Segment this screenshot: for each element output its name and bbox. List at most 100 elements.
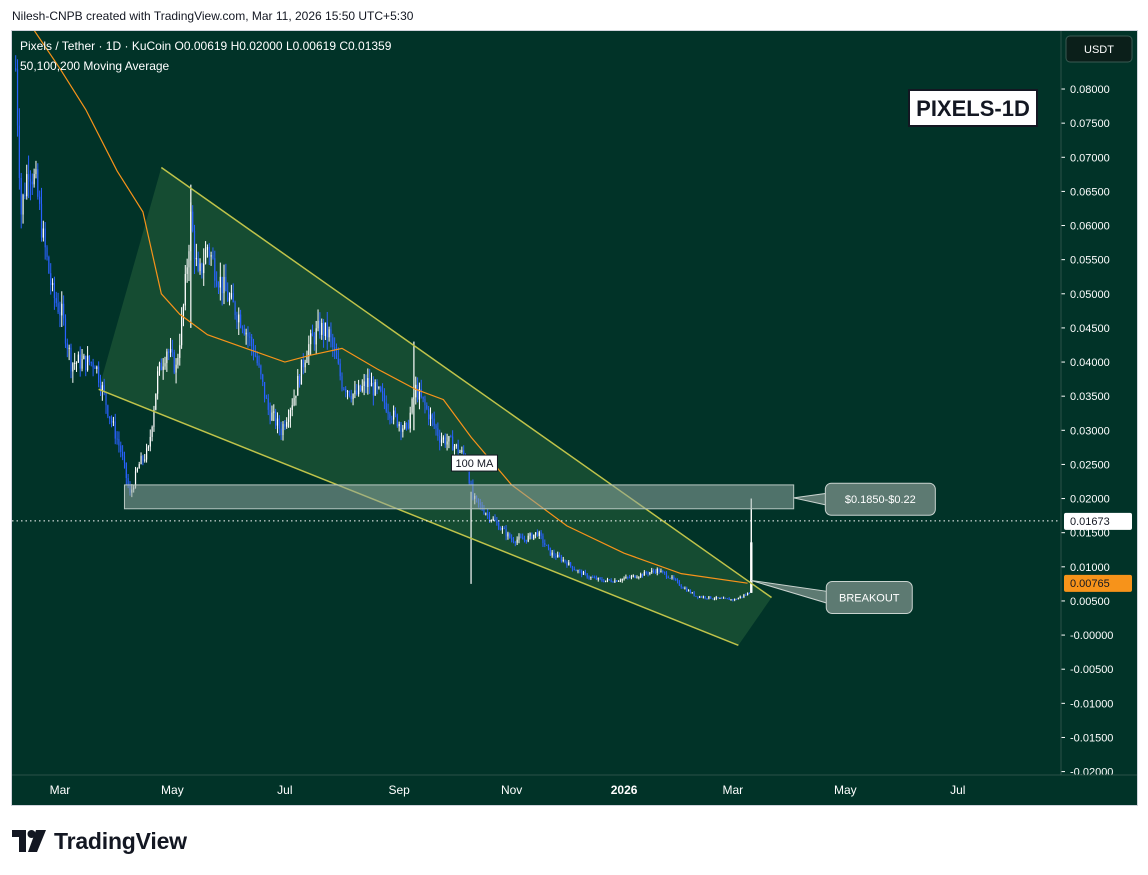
candle-body [179,345,181,358]
candle-body [581,570,583,575]
candle-body [77,354,79,363]
candle-body [452,436,454,451]
candle-body [533,534,535,539]
candle-body [345,388,347,393]
wedge-fill [98,167,772,646]
candle-body [708,596,710,599]
candle-body [295,395,297,398]
candle-body [726,598,728,600]
candle-body [343,388,345,390]
candle-body [162,366,164,371]
candle-body [597,577,599,580]
candle-body [496,520,498,523]
y-tick-label: 0.08000 [1070,84,1110,96]
chart-credit: Nilesh-CNPB created with TradingView.com… [12,9,414,23]
symbol-title: Pixels / Tether · 1D · KuCoin [20,39,175,53]
chart-frame[interactable]: 100 MA $0.1850-$0.22 BREAKOUT Pixels / Teth… [11,30,1138,806]
candle-body [217,285,220,288]
candle-body [605,580,607,582]
candle-body [420,388,422,397]
ohlc-low: L0.00619 [286,39,339,53]
candle-body [247,332,249,337]
candle-body [457,444,459,453]
candle-body [227,291,229,302]
candle-body [317,320,319,329]
candle-body [721,597,723,599]
y-tick-label: 0.03500 [1070,391,1110,403]
candle-body [514,541,516,543]
candle-body [426,405,428,409]
candle-body [112,421,114,423]
price-axis: 0.08000 0.07500 0.07000 0.06500 0.06000 0.055… [1060,31,1113,779]
candle-body [315,328,317,345]
candle-body [153,409,155,427]
candle-body [547,545,550,548]
candle-body [346,391,349,393]
candle-body [238,314,240,323]
candle-body [335,350,338,359]
candle-body [730,599,732,601]
candle-body [586,573,588,578]
candle-body [262,374,264,382]
candle-body [158,362,161,372]
candle-body [555,555,557,558]
time-axis: Mar May Jul Sep Nov 2026 Mar May Jul [12,774,1137,797]
x-tick-label: Nov [501,783,522,797]
x-tick-label: Sep [388,783,410,797]
candle-body [431,414,433,419]
candle-body [459,451,461,453]
candle-body [745,594,747,596]
candle-body [566,562,568,566]
candle-body [350,395,352,400]
candle-body [311,333,314,337]
candle-body [658,568,660,573]
candle-body [293,397,295,406]
candle-body [682,587,684,589]
candle-body [435,425,437,429]
candle-body [638,576,640,578]
candle-body [546,544,548,546]
candle-body [354,390,356,395]
candle-body [582,572,585,575]
candle-body [160,362,162,371]
candle-body [697,596,699,598]
y-tick-label: 0.06000 [1070,221,1110,233]
candle-body [442,437,444,440]
price-chart[interactable]: 100 MA $0.1850-$0.22 BREAKOUT Pixels / Teth… [12,31,1138,806]
candle-body [636,577,638,579]
candle-body [188,251,190,268]
candle-body [306,356,308,363]
candle-body [411,398,413,413]
candle-body [79,354,81,369]
candle-body [361,386,363,391]
y-tick-label: 0.01000 [1070,562,1110,574]
candle-body [623,578,625,580]
candle-body [724,597,727,599]
candle-body [378,387,380,389]
candle-body [590,577,592,579]
last-price-tag [1064,512,1132,530]
candle-body [570,562,572,567]
candle-body [64,318,67,344]
candle-body [723,597,725,599]
candle-body [544,543,546,545]
candle-body [509,533,511,538]
y-tick-label: 0.03000 [1070,425,1110,437]
candle-body [221,276,223,294]
candle-body [571,566,574,570]
candle-body [630,576,633,578]
candle-body [656,568,658,573]
candle-body [35,169,37,174]
candle-body [669,577,671,579]
candle-body [201,263,203,274]
candle-body [212,255,214,259]
candle-body [741,596,743,598]
candle-body [728,598,730,600]
tradingview-logo[interactable]: TradingView [12,826,187,856]
candle-body [693,592,695,596]
candle-body [324,322,327,336]
candle-body [192,211,194,231]
candle-body [51,282,54,286]
candle-body [593,577,596,579]
candle-body [31,181,33,185]
